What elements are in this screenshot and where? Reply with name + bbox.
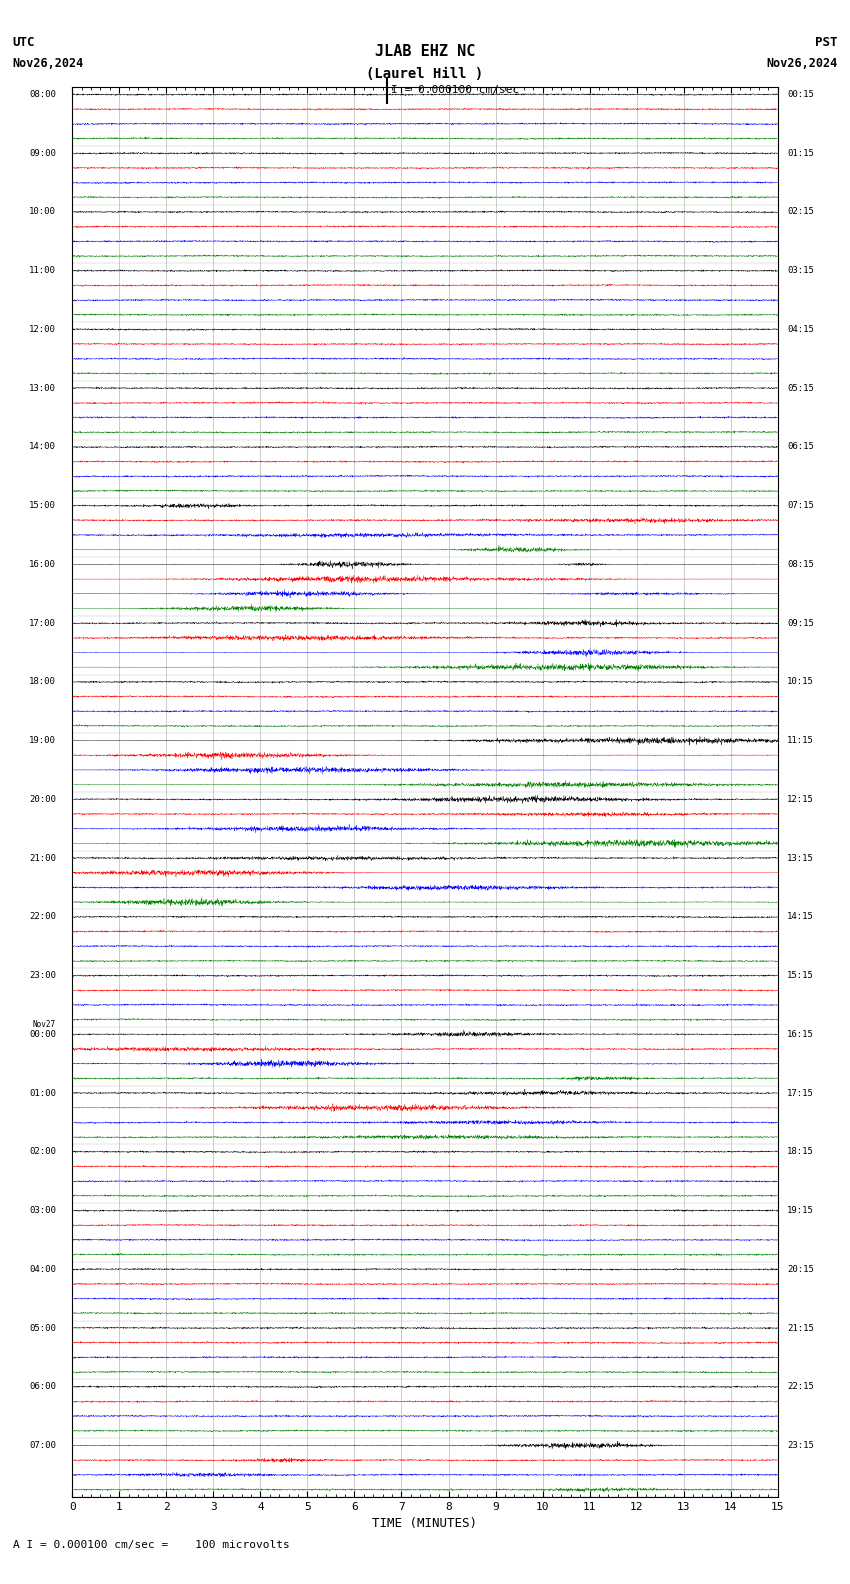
Text: 20:15: 20:15 xyxy=(787,1264,814,1274)
X-axis label: TIME (MINUTES): TIME (MINUTES) xyxy=(372,1517,478,1530)
Text: 18:15: 18:15 xyxy=(787,1147,814,1156)
Text: 17:15: 17:15 xyxy=(787,1088,814,1098)
Text: 15:00: 15:00 xyxy=(29,501,56,510)
Text: 22:15: 22:15 xyxy=(787,1383,814,1391)
Text: 09:00: 09:00 xyxy=(29,149,56,158)
Text: 04:00: 04:00 xyxy=(29,1264,56,1274)
Text: 15:15: 15:15 xyxy=(787,971,814,980)
Text: 02:00: 02:00 xyxy=(29,1147,56,1156)
Text: 10:15: 10:15 xyxy=(787,678,814,686)
Text: 19:00: 19:00 xyxy=(29,737,56,744)
Text: 01:00: 01:00 xyxy=(29,1088,56,1098)
Text: 13:15: 13:15 xyxy=(787,854,814,863)
Text: 17:00: 17:00 xyxy=(29,619,56,627)
Text: 07:00: 07:00 xyxy=(29,1441,56,1449)
Text: 06:15: 06:15 xyxy=(787,442,814,451)
Text: A I = 0.000100 cm/sec =    100 microvolts: A I = 0.000100 cm/sec = 100 microvolts xyxy=(13,1540,290,1549)
Text: 04:15: 04:15 xyxy=(787,325,814,334)
Text: 10:00: 10:00 xyxy=(29,208,56,217)
Text: 12:00: 12:00 xyxy=(29,325,56,334)
Text: UTC: UTC xyxy=(13,36,35,49)
Text: 18:00: 18:00 xyxy=(29,678,56,686)
Text: PST: PST xyxy=(815,36,837,49)
Text: (Laurel Hill ): (Laurel Hill ) xyxy=(366,67,484,81)
Text: 05:00: 05:00 xyxy=(29,1324,56,1332)
Text: Nov26,2024: Nov26,2024 xyxy=(13,57,84,70)
Text: 19:15: 19:15 xyxy=(787,1205,814,1215)
Text: 03:00: 03:00 xyxy=(29,1205,56,1215)
Text: 02:15: 02:15 xyxy=(787,208,814,217)
Text: 11:00: 11:00 xyxy=(29,266,56,276)
Text: 08:15: 08:15 xyxy=(787,559,814,569)
Text: 16:00: 16:00 xyxy=(29,559,56,569)
Text: 14:00: 14:00 xyxy=(29,442,56,451)
Text: 05:15: 05:15 xyxy=(787,383,814,393)
Text: 07:15: 07:15 xyxy=(787,501,814,510)
Text: 11:15: 11:15 xyxy=(787,737,814,744)
Text: 03:15: 03:15 xyxy=(787,266,814,276)
Text: 23:15: 23:15 xyxy=(787,1441,814,1449)
Text: 12:15: 12:15 xyxy=(787,795,814,803)
Text: 21:00: 21:00 xyxy=(29,854,56,863)
Text: 20:00: 20:00 xyxy=(29,795,56,803)
Text: 23:00: 23:00 xyxy=(29,971,56,980)
Text: Nov27: Nov27 xyxy=(32,1020,56,1028)
Text: 00:00: 00:00 xyxy=(29,1030,56,1039)
Text: 16:15: 16:15 xyxy=(787,1030,814,1039)
Text: 06:00: 06:00 xyxy=(29,1383,56,1391)
Text: I = 0.000100 cm/sec: I = 0.000100 cm/sec xyxy=(391,86,519,95)
Text: 01:15: 01:15 xyxy=(787,149,814,158)
Text: 22:00: 22:00 xyxy=(29,912,56,922)
Text: Nov26,2024: Nov26,2024 xyxy=(766,57,837,70)
Text: 13:00: 13:00 xyxy=(29,383,56,393)
Text: JLAB EHZ NC: JLAB EHZ NC xyxy=(375,44,475,59)
Text: 08:00: 08:00 xyxy=(29,90,56,98)
Text: 09:15: 09:15 xyxy=(787,619,814,627)
Text: 14:15: 14:15 xyxy=(787,912,814,922)
Text: 21:15: 21:15 xyxy=(787,1324,814,1332)
Text: 00:15: 00:15 xyxy=(787,90,814,98)
